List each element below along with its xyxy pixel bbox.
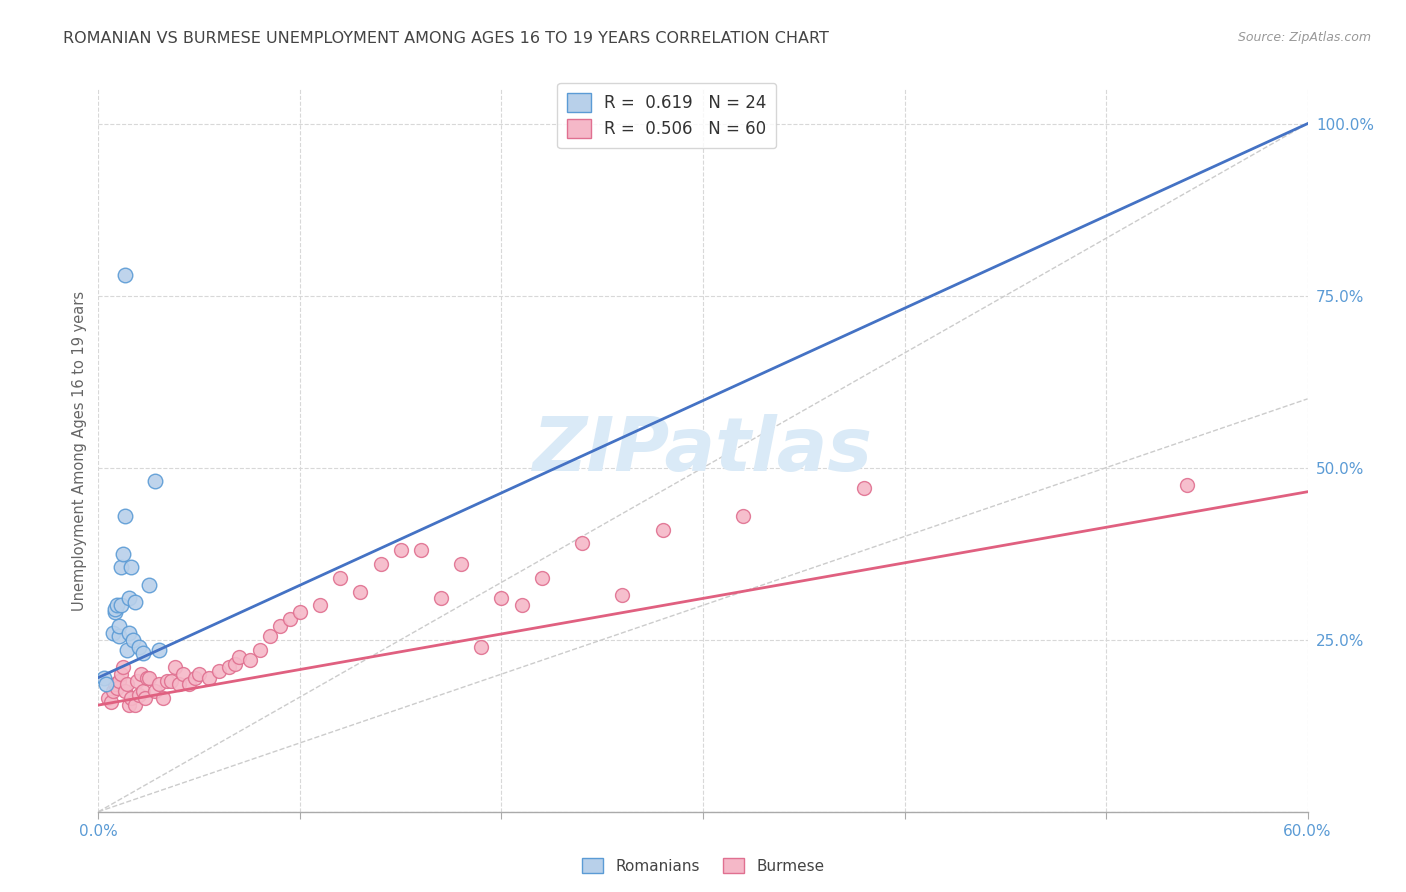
Point — [450, 557, 472, 571]
Point — [134, 691, 156, 706]
Point — [349, 584, 371, 599]
Point — [278, 612, 301, 626]
Point — [163, 660, 186, 674]
Point — [249, 643, 271, 657]
Point — [111, 660, 134, 674]
Point — [138, 671, 160, 685]
Point — [103, 677, 125, 691]
Point — [172, 667, 194, 681]
Point — [148, 643, 170, 657]
Point — [124, 698, 146, 712]
Point — [114, 268, 136, 282]
Point — [288, 605, 311, 619]
Point — [114, 508, 136, 523]
Point — [100, 695, 122, 709]
Point — [239, 653, 262, 667]
Point — [530, 571, 553, 585]
Point — [224, 657, 246, 671]
Point — [138, 577, 160, 591]
Point — [110, 560, 132, 574]
Point — [152, 691, 174, 706]
Point — [132, 647, 155, 661]
Text: ROMANIAN VS BURMESE UNEMPLOYMENT AMONG AGES 16 TO 19 YEARS CORRELATION CHART: ROMANIAN VS BURMESE UNEMPLOYMENT AMONG A… — [63, 31, 830, 46]
Point — [733, 508, 755, 523]
Point — [184, 671, 207, 685]
Text: Source: ZipAtlas.com: Source: ZipAtlas.com — [1237, 31, 1371, 45]
Point — [101, 684, 124, 698]
Point — [853, 481, 876, 495]
Point — [179, 677, 201, 691]
Point — [124, 595, 146, 609]
Point — [107, 673, 129, 688]
Point — [118, 625, 141, 640]
Point — [651, 523, 673, 537]
Point — [409, 543, 432, 558]
Point — [198, 671, 221, 685]
Point — [218, 660, 240, 674]
Point — [430, 591, 453, 606]
Point — [120, 560, 142, 574]
Point — [160, 673, 183, 688]
Point — [110, 667, 132, 681]
Y-axis label: Unemployment Among Ages 16 to 19 years: Unemployment Among Ages 16 to 19 years — [72, 291, 87, 610]
Point — [105, 599, 128, 613]
Point — [156, 673, 179, 688]
Point — [370, 557, 392, 571]
Point — [1175, 478, 1198, 492]
Point — [129, 667, 152, 681]
Point — [118, 698, 141, 712]
Point — [110, 599, 132, 613]
Point — [135, 671, 157, 685]
Point — [510, 599, 533, 613]
Text: ZIPatlas: ZIPatlas — [533, 414, 873, 487]
Point — [114, 684, 136, 698]
Point — [228, 649, 250, 664]
Point — [115, 677, 138, 691]
Point — [470, 640, 492, 654]
Point — [103, 605, 125, 619]
Point — [167, 677, 190, 691]
Point — [132, 684, 155, 698]
Legend: Romanians, Burmese: Romanians, Burmese — [575, 852, 831, 880]
Point — [612, 588, 634, 602]
Point — [143, 684, 166, 698]
Point — [120, 691, 142, 706]
Point — [125, 673, 148, 688]
Point — [97, 691, 120, 706]
Point — [188, 667, 211, 681]
Point — [128, 688, 150, 702]
Point — [389, 543, 412, 558]
Point — [111, 547, 134, 561]
Point — [571, 536, 593, 550]
Legend: R =  0.619   N = 24, R =  0.506   N = 60: R = 0.619 N = 24, R = 0.506 N = 60 — [557, 83, 776, 148]
Point — [118, 591, 141, 606]
Point — [269, 619, 291, 633]
Point — [96, 677, 118, 691]
Point — [148, 677, 170, 691]
Point — [259, 629, 281, 643]
Point — [93, 671, 115, 685]
Point — [107, 629, 129, 643]
Point — [101, 625, 124, 640]
Point — [143, 475, 166, 489]
Point — [115, 643, 138, 657]
Point — [121, 632, 143, 647]
Point — [107, 619, 129, 633]
Point — [309, 599, 332, 613]
Point — [208, 664, 231, 678]
Point — [128, 640, 150, 654]
Point — [103, 601, 125, 615]
Point — [491, 591, 513, 606]
Point — [105, 681, 128, 695]
Point — [329, 571, 352, 585]
